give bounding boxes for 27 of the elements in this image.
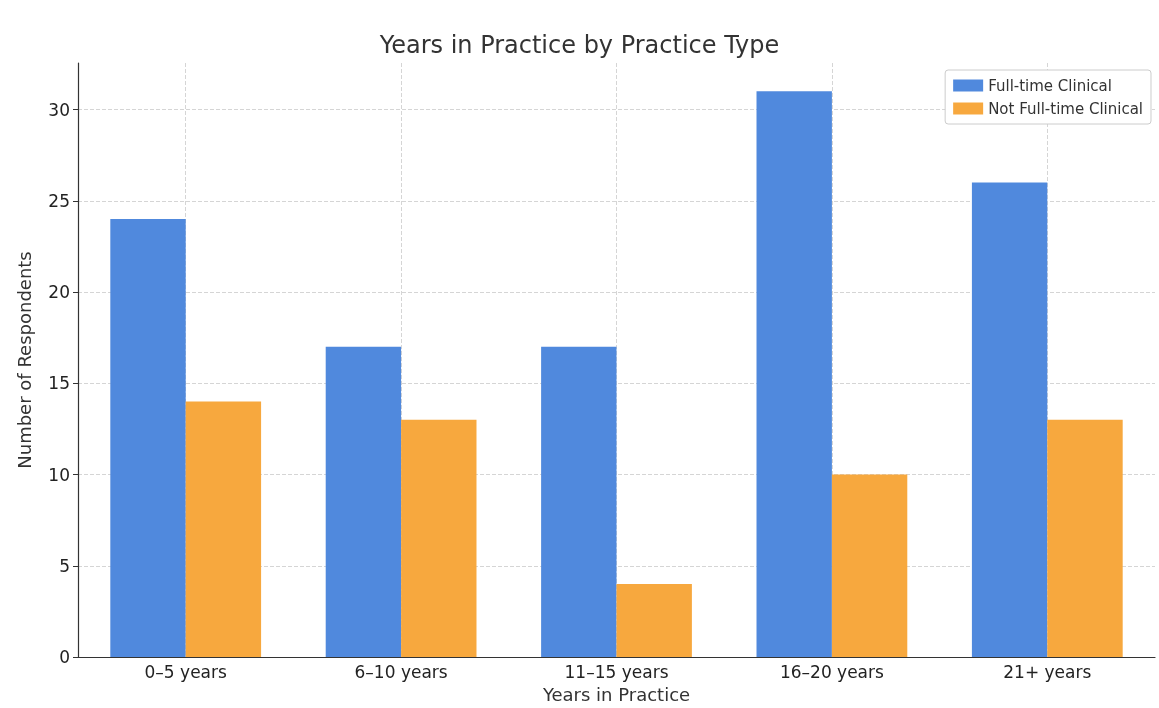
bar (401, 419, 477, 657)
y-tick-label: 0 (59, 647, 70, 667)
bar (110, 219, 186, 657)
y-tick-label: 20 (48, 282, 70, 303)
x-tick-label: 6–10 years (354, 661, 448, 682)
x-axis-title: Years in Practice (541, 683, 691, 705)
bar (325, 346, 402, 657)
x-tick-label: 0–5 years (144, 661, 227, 682)
y-tick-label: 15 (48, 373, 70, 394)
y-tick-label: 25 (48, 190, 70, 211)
bar (831, 474, 908, 657)
bar (971, 182, 1048, 657)
bar (1047, 419, 1123, 657)
y-tick-label: 5 (59, 555, 70, 576)
bar (756, 91, 832, 657)
x-tick-label: 16–20 years (779, 661, 885, 682)
y-axis-title: Number of Respondents (13, 251, 35, 469)
chart-title: Years in Practice by Practice Type (378, 31, 780, 59)
y-tick-label: 30 (48, 99, 70, 120)
bar (541, 346, 617, 657)
x-tick-label: 21+ years (1003, 661, 1092, 682)
bar (185, 401, 262, 657)
y-tick-label: 10 (48, 464, 70, 485)
legend-label: Full-time Clinical (988, 76, 1112, 95)
legend-label: Not Full-time Clinical (988, 99, 1143, 118)
bar (616, 584, 692, 657)
x-tick-label: 11–15 years (564, 661, 669, 682)
